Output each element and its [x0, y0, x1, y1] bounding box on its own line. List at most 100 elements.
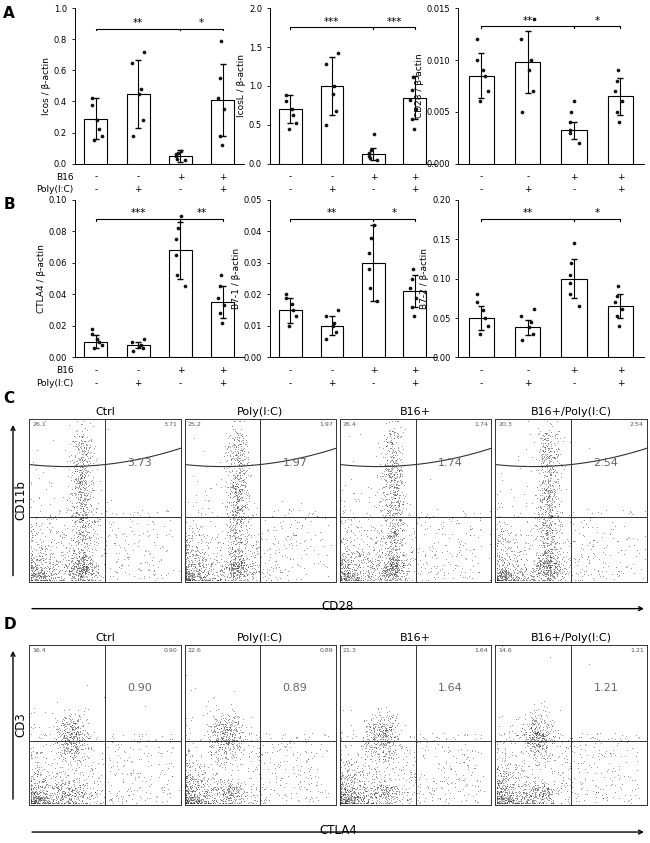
Point: [36, 518, 46, 531]
Point: [634, 731, 644, 744]
Point: [222, 499, 233, 513]
Point: [336, 785, 346, 798]
Point: [547, 736, 558, 749]
Point: [218, 747, 229, 760]
Point: [86, 530, 97, 544]
Point: [406, 771, 417, 784]
Point: [227, 713, 237, 727]
Point: [519, 728, 529, 742]
Point: [25, 561, 36, 574]
Point: [448, 730, 458, 744]
Point: [528, 790, 539, 803]
Point: [622, 794, 632, 808]
Point: [219, 754, 229, 768]
Point: [348, 785, 359, 798]
Point: [171, 248, 181, 261]
Point: [211, 781, 222, 795]
Point: [137, 727, 148, 740]
Point: [74, 760, 85, 774]
Point: [60, 736, 71, 749]
Point: [283, 573, 293, 587]
Text: +: +: [219, 173, 226, 181]
Point: [342, 772, 352, 786]
Point: [504, 795, 514, 808]
Point: [455, 756, 465, 770]
Point: [387, 501, 398, 514]
Point: [521, 730, 532, 744]
Point: [386, 746, 396, 760]
Point: [538, 518, 548, 532]
Point: [26, 793, 36, 807]
Point: [200, 567, 210, 581]
Point: [534, 509, 544, 523]
Point: [527, 713, 538, 727]
Point: [539, 787, 549, 800]
Point: [280, 563, 291, 577]
Point: [70, 740, 80, 754]
Point: [29, 787, 39, 801]
Point: [526, 522, 537, 535]
Point: [222, 783, 233, 797]
Point: [40, 779, 51, 792]
Point: [390, 507, 400, 521]
Point: [396, 554, 406, 567]
Point: [32, 558, 43, 572]
Point: [231, 448, 241, 461]
Point: [545, 549, 555, 562]
Point: [232, 536, 242, 550]
Point: [73, 486, 83, 499]
Text: D: D: [3, 617, 16, 632]
Point: [549, 729, 560, 743]
Point: [597, 782, 608, 796]
Point: [72, 521, 82, 534]
Point: [81, 539, 92, 552]
Point: [499, 797, 509, 810]
Point: [196, 774, 206, 787]
Point: [68, 716, 79, 729]
Point: [462, 759, 472, 772]
Point: [70, 479, 81, 492]
Point: [521, 561, 531, 575]
Point: [497, 776, 508, 790]
Point: [214, 789, 224, 803]
Point: [494, 794, 504, 808]
Point: [542, 536, 552, 550]
Point: [538, 743, 549, 756]
Point: [422, 735, 432, 749]
Point: [70, 717, 80, 730]
Point: [473, 796, 484, 809]
Point: [346, 776, 357, 789]
Point: [77, 789, 88, 803]
Point: [94, 512, 104, 525]
Point: [493, 787, 504, 800]
Point: [351, 570, 361, 583]
Point: [584, 513, 595, 527]
Point: [157, 746, 167, 760]
Point: [348, 786, 359, 799]
Point: [557, 526, 567, 540]
Point: [246, 518, 257, 532]
Point: [183, 784, 193, 797]
Point: [410, 771, 420, 784]
Point: [212, 755, 222, 769]
Point: [320, 728, 330, 742]
Point: [534, 561, 544, 575]
Point: [213, 751, 223, 765]
Point: [53, 781, 64, 795]
Point: [370, 552, 380, 566]
Point: [377, 564, 387, 577]
Point: [347, 778, 358, 792]
Point: [539, 547, 549, 561]
Point: [250, 782, 261, 796]
Point: [44, 797, 55, 810]
Point: [228, 561, 239, 575]
Point: [57, 786, 67, 799]
Point: [372, 721, 383, 734]
Point: [363, 795, 374, 808]
Point: [195, 563, 205, 577]
Point: [224, 709, 235, 722]
Point: [53, 510, 63, 524]
Point: [31, 571, 42, 584]
Point: [311, 778, 322, 792]
Point: [112, 743, 123, 756]
